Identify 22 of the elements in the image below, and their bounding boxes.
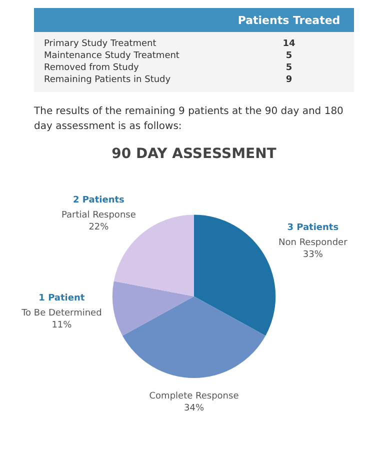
- data-label: 14: [282, 38, 296, 50]
- text: The results of the remaining 9 patients at the 90 day and 180 day assessment is as follows:: [34, 105, 344, 134]
- category-label: Remaining Patients in Study: [43, 74, 172, 86]
- data-label: 5: [284, 50, 294, 62]
- slice-label: Non Responder: [278, 238, 348, 248]
- text: 2 Patients: [72, 195, 124, 206]
- chart-title: 90 DAY ASSESSMENT: [112, 146, 277, 162]
- slice-label: Partial Response: [62, 210, 136, 220]
- slice-label: To Be Determined: [20, 308, 102, 318]
- text: 1 Patient: [38, 293, 85, 304]
- text: Patients Treated: [236, 14, 342, 26]
- category-label: Removed from Study: [43, 62, 140, 74]
- data-label: 33%: [302, 250, 324, 260]
- data-label: 22%: [88, 222, 110, 232]
- text: 3 Patients: [287, 222, 339, 233]
- slice-label: Complete Response: [149, 391, 240, 402]
- category-label: Maintenance Study Treatment: [43, 50, 180, 62]
- data-label: 11%: [52, 320, 72, 330]
- data-label: 34%: [184, 403, 204, 414]
- data-label: 5: [284, 62, 294, 74]
- category-label: Primary Study Treatment: [43, 38, 158, 50]
- data-label: 9: [284, 74, 294, 86]
